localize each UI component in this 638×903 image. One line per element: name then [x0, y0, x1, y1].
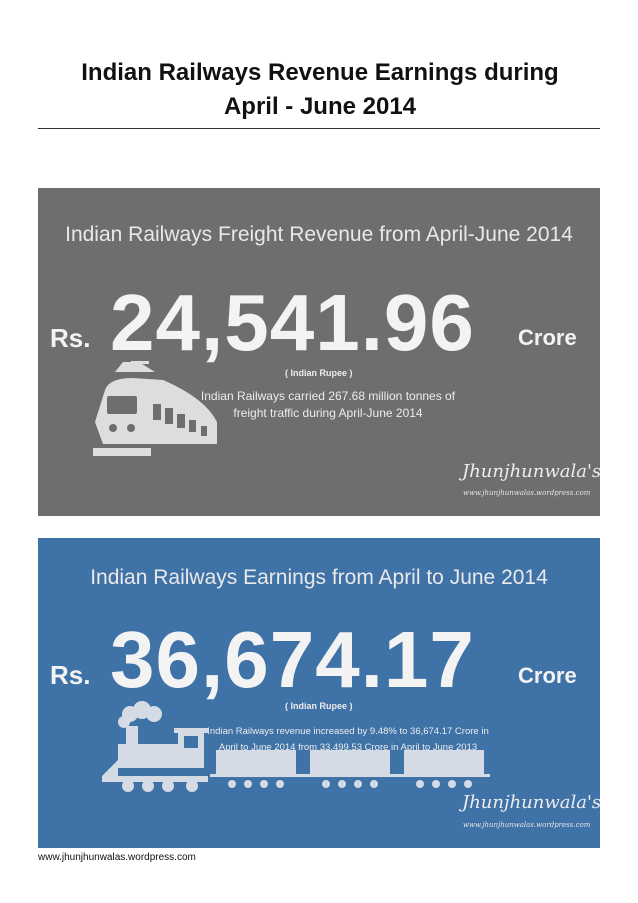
document-title-line1: Indian Railways Revenue Earnings during	[81, 59, 559, 86]
steam-locomotive-icon	[102, 701, 490, 792]
freight-unit-note: ( Indian Rupee )	[285, 368, 353, 378]
title-divider	[38, 128, 600, 129]
freight-heading: Indian Railways Freight Revenue from Apr…	[65, 223, 573, 246]
earnings-description-line2: April to June 2014 from 33,499.53 Crore …	[218, 742, 478, 753]
earnings-description-line1: Indian Railways revenue increased by 9.4…	[207, 726, 489, 737]
earnings-signature: Jhunjhunwala's	[462, 792, 600, 813]
earnings-currency: Rs.	[50, 660, 91, 690]
document-title-line2: April - June 2014	[223, 93, 417, 120]
freight-description-line2: freight traffic during April-June 2014	[233, 406, 423, 420]
earnings-panel: Indian Railways Earnings from April to J…	[38, 538, 600, 848]
freight-signature: Jhunjhunwala's	[462, 461, 600, 482]
freight-currency: Rs.	[50, 323, 91, 353]
electric-train-icon	[93, 361, 217, 456]
earnings-unit: Crore	[518, 663, 577, 688]
earnings-website: www.jhunjhunwalas.wordpress.com	[463, 821, 591, 829]
freight-revenue-panel: Indian Railways Freight Revenue from Apr…	[38, 188, 600, 516]
freight-description: Indian Railways carried 267.68 million t…	[178, 388, 478, 422]
earnings-unit-note: ( Indian Rupee )	[285, 701, 353, 711]
footer-url[interactable]: www.jhunjhunwalas.wordpress.com	[38, 852, 196, 863]
earnings-amount: 36,674.17	[110, 615, 475, 704]
freight-unit: Crore	[518, 325, 577, 350]
document-title: Indian Railways Revenue Earnings during …	[40, 56, 600, 124]
earnings-description: Indian Railways revenue increased by 9.4…	[173, 724, 523, 756]
freight-amount: 24,541.96	[110, 278, 475, 367]
freight-website: www.jhunjhunwalas.wordpress.com	[463, 489, 591, 497]
freight-description-line1: Indian Railways carried 267.68 million t…	[200, 389, 456, 403]
earnings-heading: Indian Railways Earnings from April to J…	[90, 566, 548, 589]
